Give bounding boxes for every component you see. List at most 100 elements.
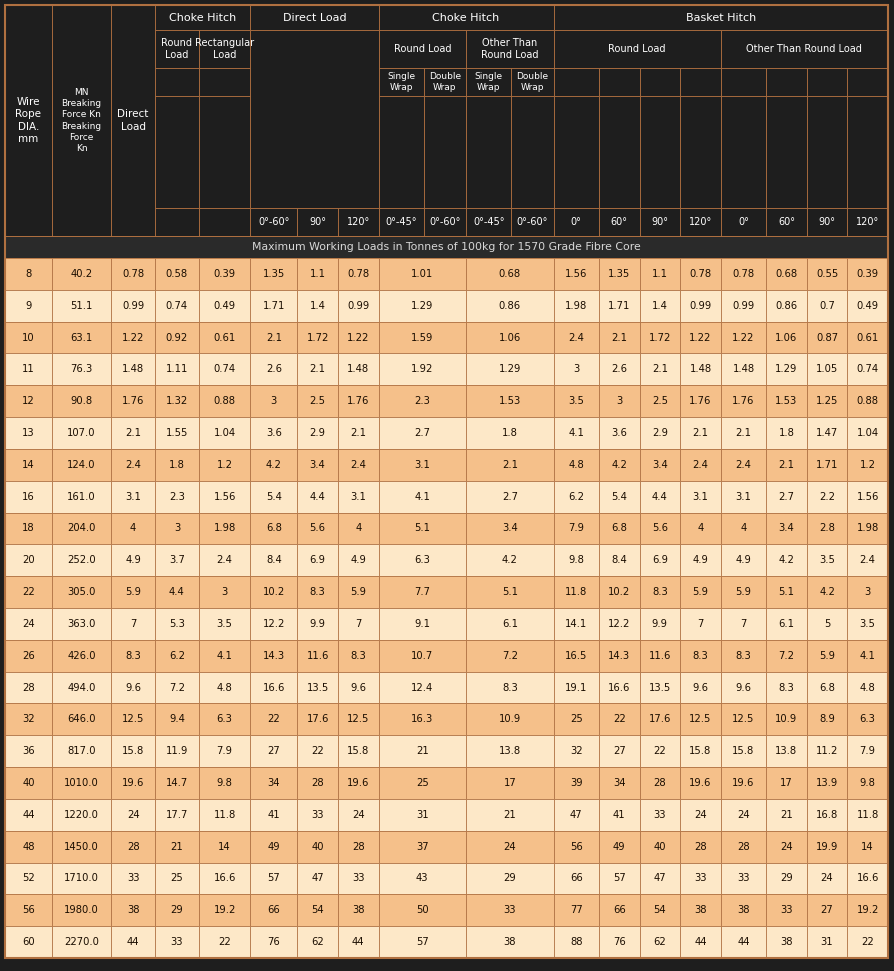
Text: 7.9: 7.9	[216, 746, 232, 756]
Text: 7.9: 7.9	[859, 746, 874, 756]
Bar	[250, 640, 297, 672]
Bar	[338, 481, 378, 513]
Bar	[198, 831, 250, 862]
Bar	[720, 208, 765, 236]
Text: 1.8: 1.8	[778, 428, 794, 438]
Text: 3: 3	[270, 396, 276, 406]
Bar	[155, 5, 250, 30]
Bar	[5, 799, 52, 831]
Bar	[598, 672, 639, 703]
Bar	[598, 258, 639, 289]
Bar	[679, 926, 720, 958]
Bar	[552, 640, 598, 672]
Bar	[198, 862, 250, 894]
Text: 32: 32	[22, 715, 35, 724]
Bar	[847, 321, 887, 353]
Bar	[378, 576, 466, 608]
Bar	[466, 672, 552, 703]
Bar	[155, 258, 198, 289]
Bar	[598, 608, 639, 640]
Text: Direct
Load: Direct Load	[117, 110, 148, 132]
Bar	[847, 672, 887, 703]
Bar	[598, 321, 639, 353]
Text: 25: 25	[416, 778, 428, 788]
Text: 2.1: 2.1	[692, 428, 708, 438]
Bar	[5, 926, 52, 958]
Text: 15.8: 15.8	[731, 746, 754, 756]
Bar	[378, 608, 466, 640]
Text: 40: 40	[311, 842, 324, 852]
Bar	[552, 513, 598, 545]
Text: 38: 38	[780, 937, 792, 947]
Bar	[250, 449, 297, 481]
Text: 0°-45°: 0°-45°	[385, 217, 417, 227]
Text: 5.9: 5.9	[818, 651, 834, 660]
Bar	[378, 735, 466, 767]
Text: 0.78: 0.78	[731, 269, 754, 279]
Text: Choke Hitch: Choke Hitch	[169, 13, 236, 22]
Bar	[805, 385, 847, 418]
Bar	[297, 258, 338, 289]
Text: Choke Hitch: Choke Hitch	[432, 13, 499, 22]
Bar	[639, 68, 679, 96]
Bar	[198, 799, 250, 831]
Bar	[510, 68, 552, 96]
Bar	[466, 289, 552, 321]
Bar	[679, 831, 720, 862]
Text: 2.4: 2.4	[692, 460, 708, 470]
Bar	[338, 608, 378, 640]
Bar	[639, 545, 679, 576]
Text: 1.4: 1.4	[309, 301, 325, 311]
Bar	[378, 68, 424, 96]
Text: 7.7: 7.7	[414, 587, 430, 597]
Bar	[720, 321, 765, 353]
Text: 2.5: 2.5	[309, 396, 325, 406]
Bar	[720, 289, 765, 321]
Bar	[250, 513, 297, 545]
Bar	[198, 926, 250, 958]
Bar	[720, 831, 765, 862]
Bar	[847, 258, 887, 289]
Text: 44: 44	[694, 937, 706, 947]
Bar	[5, 894, 52, 926]
Bar	[720, 30, 887, 68]
Text: 11.8: 11.8	[856, 810, 878, 820]
Bar	[679, 735, 720, 767]
Bar	[297, 418, 338, 449]
Text: 3.6: 3.6	[611, 428, 627, 438]
Bar	[250, 703, 297, 735]
Bar	[598, 640, 639, 672]
Bar	[338, 894, 378, 926]
Bar	[847, 449, 887, 481]
Text: Round
Load: Round Load	[161, 38, 192, 60]
Text: 1.72: 1.72	[648, 332, 670, 343]
Text: 3.7: 3.7	[169, 555, 185, 565]
Text: 1.04: 1.04	[214, 428, 235, 438]
Bar	[639, 799, 679, 831]
Bar	[250, 258, 297, 289]
Bar	[338, 831, 378, 862]
Bar	[250, 385, 297, 418]
Bar	[805, 449, 847, 481]
Bar	[639, 385, 679, 418]
Bar	[378, 96, 424, 208]
Bar	[552, 258, 598, 289]
Text: 4: 4	[355, 523, 361, 533]
Text: 4: 4	[696, 523, 703, 533]
Text: 1.48: 1.48	[731, 364, 754, 375]
Bar	[765, 68, 805, 96]
Text: 90°: 90°	[651, 217, 668, 227]
Text: 5.3: 5.3	[169, 619, 185, 629]
Text: 4.4: 4.4	[169, 587, 184, 597]
Bar	[466, 68, 510, 96]
Text: 1.47: 1.47	[815, 428, 838, 438]
Text: Double
Wrap: Double Wrap	[516, 72, 548, 92]
Text: 22: 22	[612, 715, 625, 724]
Bar	[250, 576, 297, 608]
Bar	[338, 735, 378, 767]
Bar	[847, 831, 887, 862]
Bar	[5, 831, 52, 862]
Bar	[765, 418, 805, 449]
Text: 9.8: 9.8	[216, 778, 232, 788]
Text: 2270.0: 2270.0	[64, 937, 99, 947]
